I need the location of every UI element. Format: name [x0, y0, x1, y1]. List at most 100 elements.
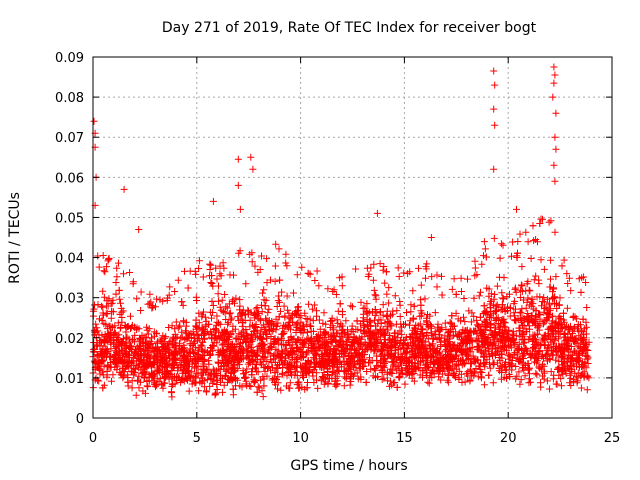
data-point — [107, 314, 115, 322]
data-point — [513, 354, 521, 362]
data-point — [115, 259, 122, 267]
data-point — [516, 294, 524, 301]
data-point — [272, 326, 280, 334]
data-point — [285, 337, 293, 344]
data-point — [215, 297, 222, 305]
data-point — [522, 287, 530, 295]
data-point — [437, 334, 445, 342]
data-point — [290, 335, 298, 343]
data-point — [200, 383, 208, 391]
data-point — [351, 369, 359, 377]
data-point — [510, 350, 518, 358]
data-point — [214, 290, 222, 298]
data-point — [109, 308, 117, 316]
data-point — [531, 331, 539, 339]
data-point — [457, 347, 465, 354]
data-point — [289, 318, 297, 326]
data-point — [234, 359, 242, 367]
data-point — [242, 332, 250, 340]
data-point — [230, 367, 238, 375]
data-point — [547, 217, 555, 225]
data-point — [137, 307, 145, 314]
data-point — [240, 370, 248, 378]
data-point — [419, 373, 426, 381]
data-point — [92, 328, 100, 336]
data-point — [193, 323, 201, 331]
data-point — [120, 270, 127, 278]
data-point — [438, 272, 445, 280]
data-point — [341, 348, 349, 356]
data-point — [490, 165, 498, 173]
data-point — [415, 264, 422, 272]
data-point — [397, 359, 404, 367]
data-point — [175, 374, 183, 382]
data-point — [130, 364, 138, 372]
data-point — [538, 302, 545, 310]
data-point — [540, 375, 548, 383]
data-point — [277, 386, 285, 394]
data-point — [409, 315, 417, 323]
data-point — [398, 323, 406, 331]
data-point — [113, 273, 121, 281]
data-point — [296, 346, 304, 353]
data-point — [394, 362, 402, 370]
data-point — [144, 383, 152, 391]
data-point — [389, 341, 397, 349]
data-point — [191, 364, 199, 372]
data-point — [277, 357, 285, 365]
data-point — [163, 296, 171, 304]
data-point — [510, 309, 518, 317]
data-point — [302, 315, 310, 322]
data-point — [246, 341, 254, 349]
y-tick-label: 0.07 — [55, 131, 84, 146]
data-point — [573, 356, 581, 364]
data-point — [119, 307, 127, 315]
data-point — [518, 263, 526, 271]
data-point — [295, 313, 303, 321]
data-point — [239, 309, 246, 317]
data-point — [518, 305, 526, 313]
data-point — [546, 283, 554, 291]
data-point — [570, 375, 577, 383]
data-point — [550, 293, 558, 301]
data-point — [550, 329, 557, 337]
data-point — [497, 336, 505, 344]
data-point — [445, 338, 453, 346]
data-point — [199, 362, 207, 370]
data-point — [485, 345, 493, 353]
y-tick-label: 0 — [76, 412, 84, 427]
data-point — [232, 382, 239, 390]
data-point — [417, 325, 425, 333]
data-point — [460, 338, 468, 346]
data-point — [131, 323, 139, 331]
data-point — [423, 369, 431, 377]
data-point — [159, 340, 167, 348]
data-point — [93, 351, 101, 359]
data-point — [244, 310, 252, 318]
data-point — [242, 326, 250, 333]
data-point — [172, 318, 180, 326]
data-point — [292, 338, 300, 346]
data-point — [443, 376, 451, 384]
data-point — [410, 342, 418, 350]
data-point — [440, 337, 448, 345]
data-point — [218, 332, 226, 340]
data-point — [502, 366, 510, 374]
data-point — [458, 288, 465, 295]
data-point — [580, 330, 587, 338]
data-point — [486, 364, 494, 372]
data-point — [569, 314, 577, 321]
data-point — [535, 351, 542, 359]
data-point — [128, 345, 135, 353]
data-point — [144, 300, 152, 308]
data-point — [442, 345, 450, 353]
data-point — [133, 347, 141, 355]
data-point — [556, 347, 564, 355]
data-point — [317, 358, 325, 366]
data-point — [159, 357, 167, 365]
data-point — [90, 117, 98, 125]
data-point — [497, 240, 505, 248]
data-point — [400, 269, 408, 277]
data-point — [458, 379, 466, 386]
